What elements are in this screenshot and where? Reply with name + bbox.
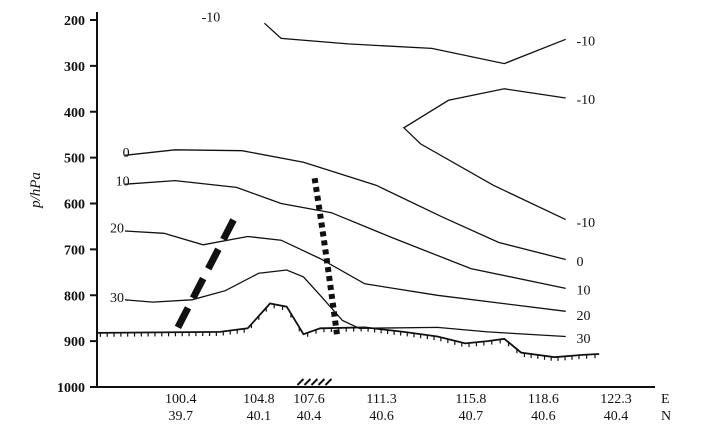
contour-label-left: 0	[123, 146, 130, 161]
y-tick-label: 500	[64, 152, 85, 167]
isotherm--10	[402, 88, 566, 221]
y-axis-title: p/hPa	[28, 172, 44, 209]
axis-hatch	[310, 378, 319, 386]
contour-label-left: 10	[116, 174, 130, 189]
x-lat-label: 40.4	[604, 409, 629, 424]
x-lat-label: 40.6	[531, 409, 556, 424]
isotherm-contours	[124, 22, 566, 338]
x-lat-label: 40.1	[247, 409, 272, 424]
x-unit-lat: N	[661, 409, 671, 424]
y-tick-label: 1000	[57, 381, 85, 396]
contour-label-right: -10	[577, 35, 596, 50]
contour-label-right: 20	[577, 309, 591, 324]
x-lon-label: 107.6	[293, 392, 325, 407]
contour-label-right: 0	[577, 255, 584, 270]
axis-hatch	[324, 378, 333, 386]
x-lat-label: 40.4	[297, 409, 322, 424]
terrain-line	[96, 302, 600, 359]
dotted-front	[311, 177, 340, 335]
x-lon-label: 118.6	[528, 392, 559, 407]
axis-frame	[96, 12, 655, 388]
isotherm-20	[124, 230, 566, 312]
contour-label-right: 30	[577, 332, 591, 347]
x-lon-label: 115.8	[455, 392, 486, 407]
x-lat-label: 40.6	[369, 409, 394, 424]
front-lines	[174, 177, 340, 335]
y-tick-label: 600	[64, 198, 85, 213]
contour-label-right: -10	[577, 216, 596, 231]
y-tick-label: 900	[64, 335, 85, 350]
x-lon-label: 122.3	[600, 392, 632, 407]
contour-label-left: 30	[110, 291, 124, 306]
y-tick-label: 300	[64, 60, 85, 75]
isotherm-0	[124, 149, 566, 261]
x-lat-label: 40.7	[459, 409, 484, 424]
y-axis-ticks: 200 300 400 500 600 700 800 900 1000	[57, 14, 97, 396]
y-tick-label: 400	[64, 106, 85, 121]
x-unit-lon: E	[661, 392, 670, 407]
isotherm-10	[124, 179, 566, 290]
contour-label-left: 20	[110, 222, 124, 237]
dashed-front	[174, 217, 237, 329]
y-tick-label: 800	[64, 289, 85, 304]
contour-label-right: 10	[577, 283, 591, 298]
axis-hatch	[296, 378, 305, 386]
x-lat-label: 39.7	[168, 409, 193, 424]
axis-hatch	[303, 378, 312, 386]
y-tick-label: 200	[64, 14, 85, 29]
isotherm--10	[263, 22, 566, 65]
isotherm-30	[124, 269, 566, 338]
axis-hatch	[317, 378, 326, 386]
contour-label-left: -10	[202, 11, 221, 26]
x-lon-label: 111.3	[366, 392, 396, 407]
axes	[96, 12, 655, 388]
y-tick-label: 700	[64, 243, 85, 258]
x-lon-label: 100.4	[165, 392, 197, 407]
x-lon-label: 104.8	[243, 392, 275, 407]
x-axis-labels: 100.4 39.7 104.8 40.1 107.6 40.4 111.3 40.6 115.…	[165, 392, 671, 424]
contour-label-right: -10	[577, 93, 596, 108]
contour-labels: -10 0 10 20 30 -10 -10 -10 0 10 20 30	[110, 11, 595, 347]
terrain-profile	[96, 302, 600, 386]
